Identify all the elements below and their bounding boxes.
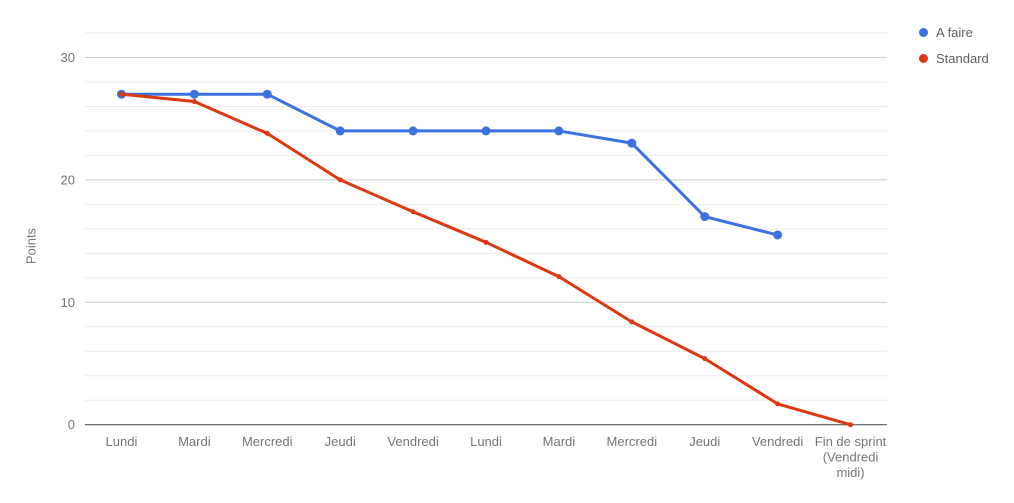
series-point-standard[interactable]	[556, 274, 562, 280]
series-point-standard[interactable]	[702, 356, 708, 362]
series-point-standard[interactable]	[848, 422, 854, 428]
series-point-standard[interactable]	[775, 401, 781, 407]
x-tick-label: Jeudi	[689, 434, 720, 449]
x-tick-label: Lundi	[470, 434, 502, 449]
x-tick-label: Vendredi	[752, 434, 803, 449]
legend: A faire Standard	[919, 25, 989, 66]
series-point-standard[interactable]	[483, 239, 489, 245]
x-tick-label: Mardi	[178, 434, 211, 449]
series-point-a-faire[interactable]	[335, 126, 345, 136]
x-tick-label: Mercredi	[607, 434, 658, 449]
x-tick-label: Mercredi	[242, 434, 293, 449]
legend-label: Standard	[936, 51, 989, 66]
legend-item-a-faire[interactable]: A faire	[919, 25, 989, 40]
x-tick-label: Jeudi	[325, 434, 356, 449]
y-tick-label: 20	[61, 172, 75, 187]
y-tick-label: 10	[61, 295, 75, 310]
x-tick-label: Lundi	[106, 434, 138, 449]
series-point-standard[interactable]	[410, 209, 416, 215]
series-point-a-faire[interactable]	[773, 230, 783, 240]
legend-label: A faire	[936, 25, 973, 40]
series-point-standard[interactable]	[118, 91, 124, 97]
series-point-standard[interactable]	[629, 319, 635, 325]
series-point-standard[interactable]	[337, 177, 343, 183]
series-line-a-faire[interactable]	[119, 92, 780, 237]
series-point-a-faire[interactable]	[189, 89, 199, 99]
x-tick-label: Mardi	[543, 434, 576, 449]
series-point-a-faire[interactable]	[627, 138, 637, 148]
series-standard-dot-icon	[919, 54, 928, 63]
y-tick-label: 0	[68, 417, 75, 432]
series-point-standard[interactable]	[191, 99, 197, 105]
x-tick-label: Vendredi	[387, 434, 438, 449]
series-line-standard[interactable]	[119, 92, 853, 427]
series-point-a-faire[interactable]	[408, 126, 418, 136]
y-axis-title: Points	[23, 227, 39, 265]
series-point-a-faire[interactable]	[262, 89, 272, 99]
x-tick-label: Fin de sprint (Vendredi midi)	[815, 434, 887, 480]
legend-item-standard[interactable]: Standard	[919, 51, 989, 66]
series-a-faire-dot-icon	[919, 28, 928, 37]
series-point-a-faire[interactable]	[554, 126, 564, 136]
series-point-standard[interactable]	[264, 130, 270, 136]
series-point-a-faire[interactable]	[481, 126, 491, 136]
y-tick-label: 30	[61, 50, 75, 65]
series-point-a-faire[interactable]	[700, 212, 710, 222]
